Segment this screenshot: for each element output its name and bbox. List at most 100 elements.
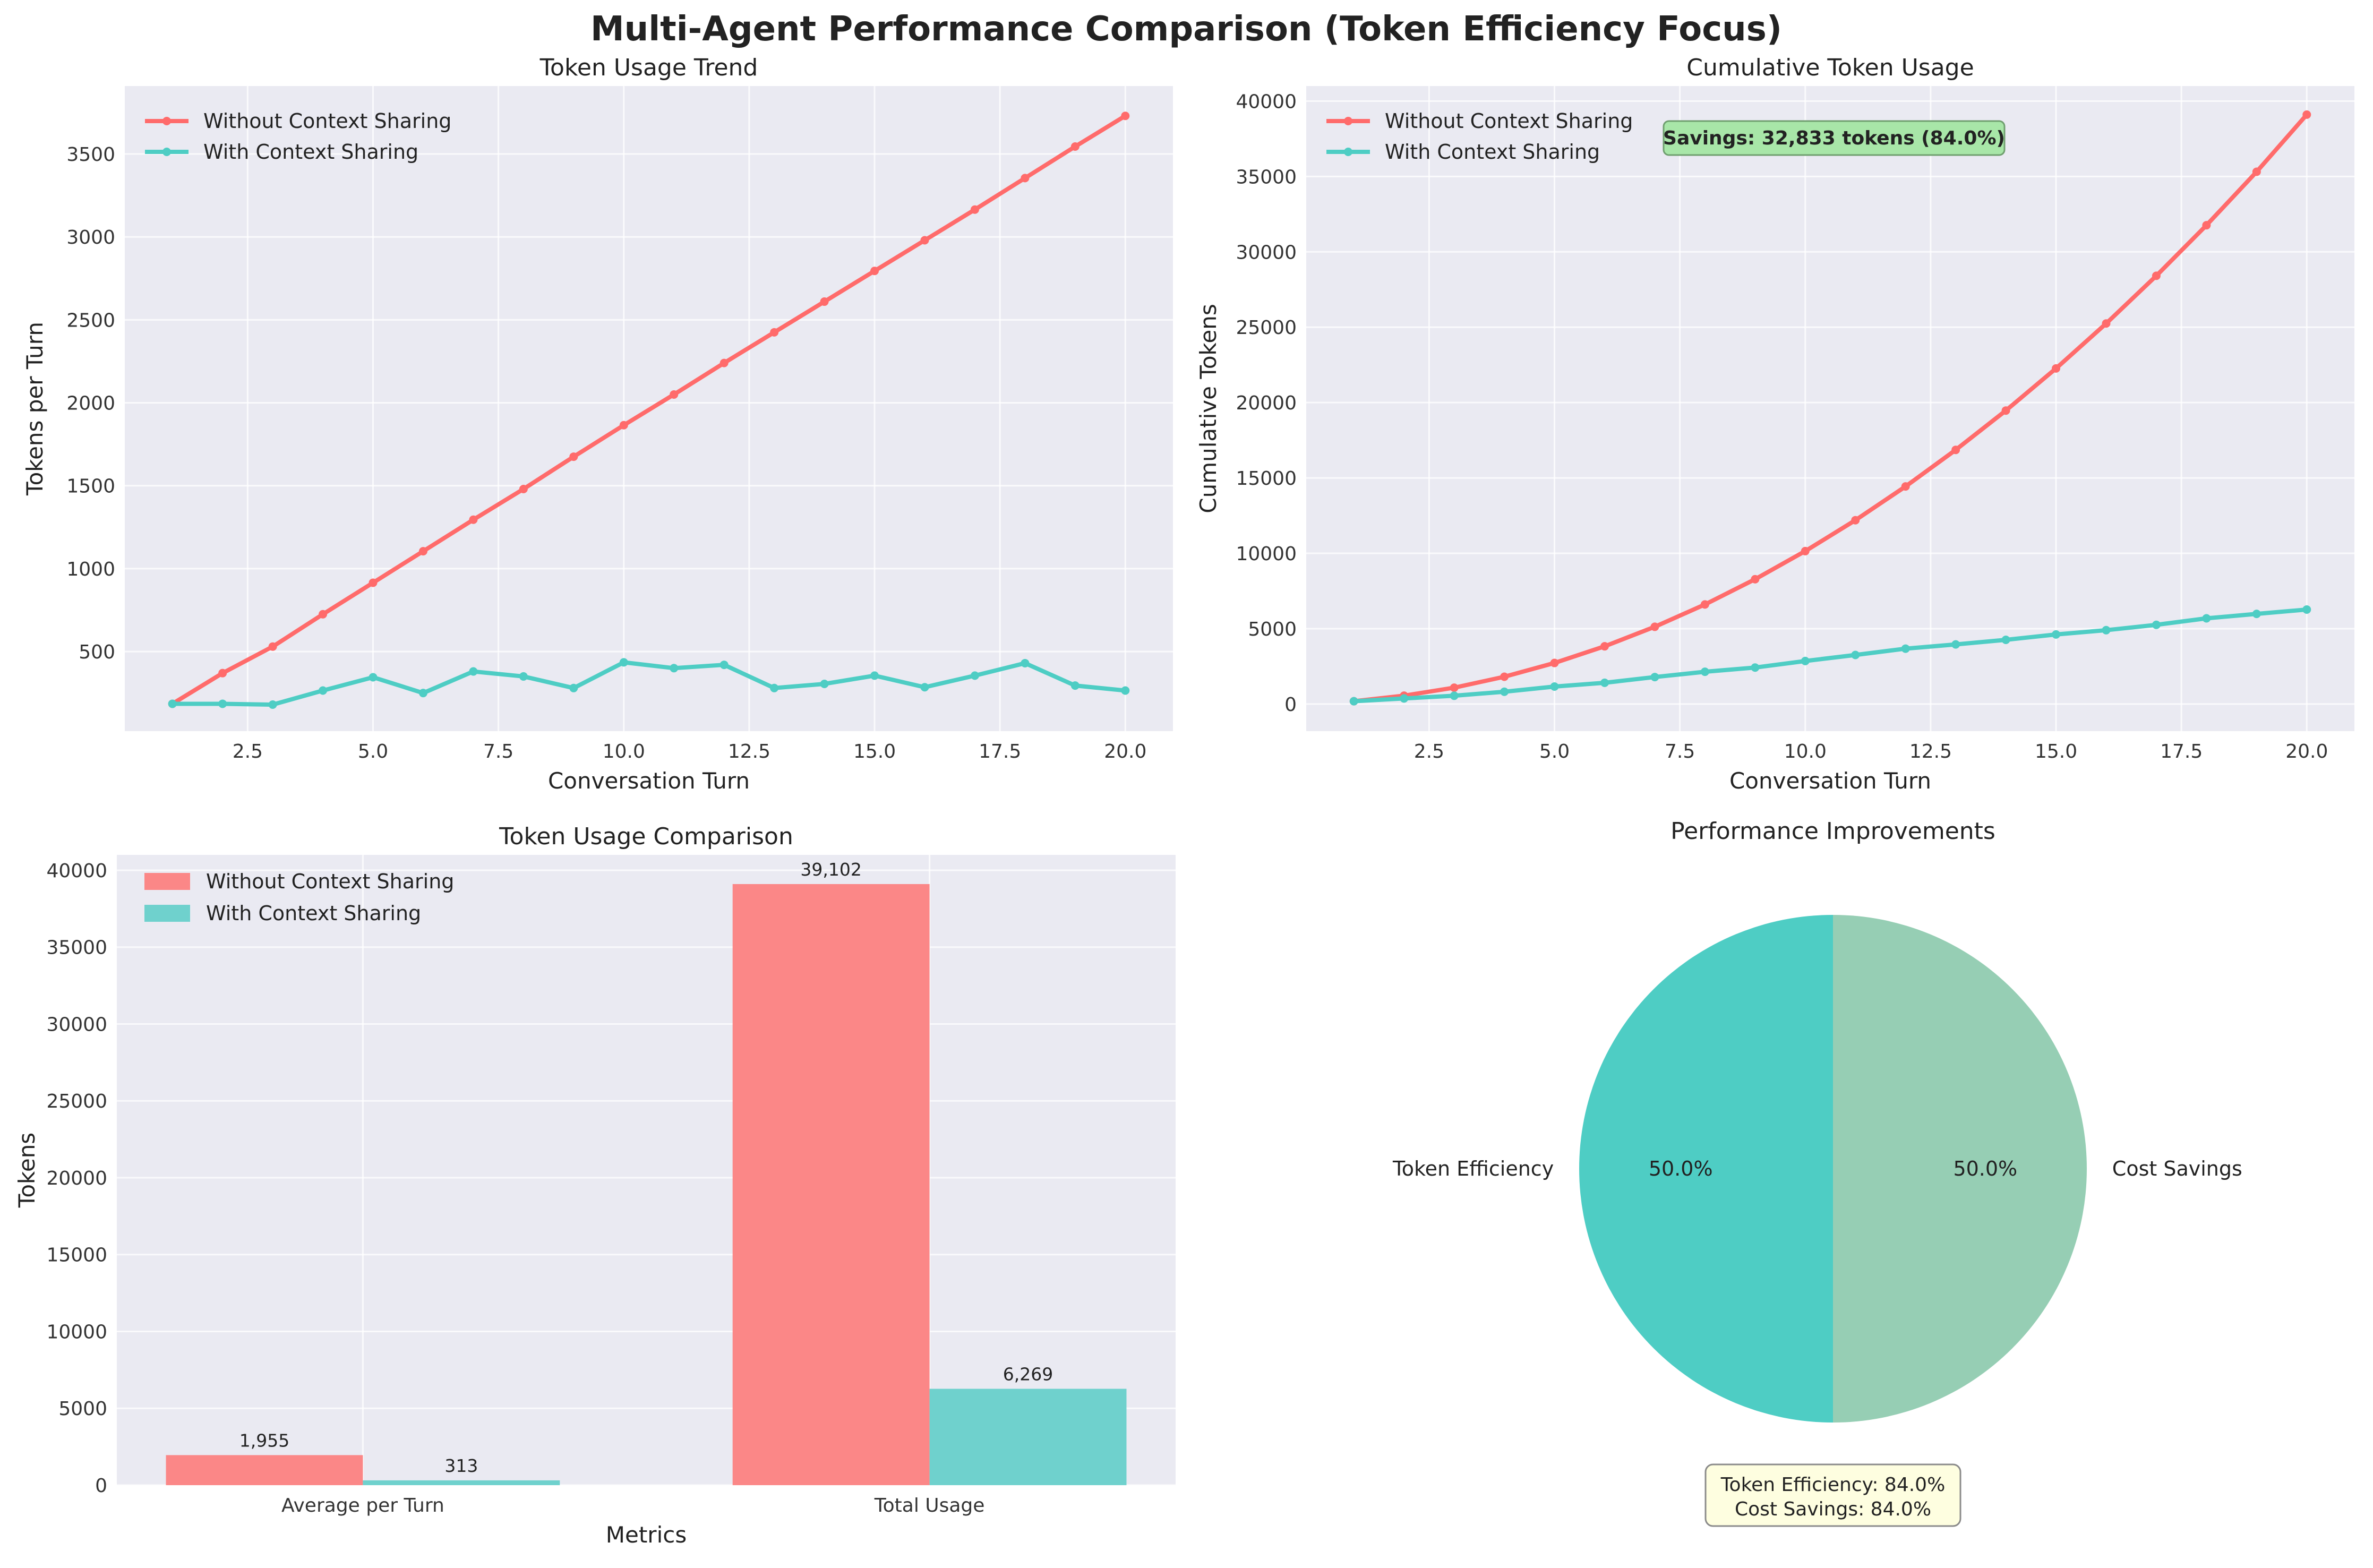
data-point — [870, 671, 879, 680]
series-without-context-sharing — [168, 112, 1130, 708]
data-point — [1650, 673, 1659, 682]
token-usage-comparison-chart: 1,955 39,102 313 6,269 Average per Turn Total… — [14, 823, 1176, 1548]
data-point — [770, 683, 779, 692]
y-tick-label: 15000 — [1236, 468, 1297, 490]
y-tick-label: 5000 — [1248, 619, 1297, 640]
series-line — [172, 660, 1126, 707]
pie-percent-label: 50.0% — [1953, 1157, 2017, 1180]
bar-value-label: 1,955 — [239, 1430, 289, 1451]
data-point — [1021, 174, 1030, 183]
data-point — [770, 328, 779, 337]
x-tick-label: 2.5 — [1414, 741, 1444, 762]
plot-background — [117, 855, 1176, 1485]
y-tick-label: 5000 — [58, 1398, 107, 1420]
cumulative-token-usage-chart: 2.5 5.0 7.5 10.0 12.5 15.0 17.5 20.0 0 5000 10000 1… — [1195, 54, 2354, 794]
pie-slice-label: Token Efficiency — [1392, 1157, 1554, 1180]
data-point — [670, 390, 679, 399]
data-point — [1951, 445, 1960, 455]
data-point — [1400, 694, 1409, 703]
bars-with-context-sharing: 313 6,269 — [363, 1364, 1127, 1485]
y-tick-label: 10000 — [1236, 543, 1297, 565]
pie-slice-token-efficiency — [1579, 915, 1833, 1423]
legend: Without Context Sharing With Context Shar… — [144, 870, 454, 925]
grid-lines — [125, 86, 1173, 731]
x-axis-label: Conversation Turn — [1729, 768, 1931, 794]
x-tick-label: 20.0 — [1104, 741, 1146, 762]
x-tick-label: Total Usage — [874, 1495, 985, 1516]
y-tick-label: 20000 — [46, 1168, 107, 1189]
y-tick-label: 20000 — [1236, 392, 1297, 414]
annotation-text: Savings: 32,833 tokens (84.0%) — [1663, 127, 2005, 149]
x-tick-label: 15.0 — [2035, 741, 2077, 762]
legend-swatch — [144, 873, 190, 890]
data-point — [1700, 667, 1709, 676]
y-tick-label: 35000 — [46, 937, 107, 959]
series-with-context-sharing — [1349, 605, 2311, 706]
data-point — [268, 642, 277, 651]
data-point — [1901, 644, 1910, 653]
series-line — [171, 114, 1127, 706]
data-point — [820, 679, 829, 688]
legend-label: With Context Sharing — [1385, 140, 1600, 164]
data-point — [268, 700, 277, 709]
legend-marker — [1344, 117, 1352, 125]
data-point — [1450, 683, 1459, 692]
data-point — [1121, 686, 1130, 695]
data-point — [1600, 642, 1609, 651]
x-tick-label: 5.0 — [358, 741, 388, 762]
data-point — [2302, 110, 2311, 119]
data-point — [1851, 650, 1860, 659]
y-tick-label: 500 — [79, 641, 115, 663]
legend-label: Without Context Sharing — [1385, 109, 1633, 133]
series-line — [1353, 113, 2309, 704]
data-point — [218, 669, 227, 678]
data-point — [1751, 575, 1760, 584]
data-point — [1500, 672, 1509, 681]
data-point — [369, 673, 378, 682]
data-point — [920, 683, 929, 692]
data-point — [1901, 482, 1910, 491]
data-point — [2102, 319, 2111, 328]
data-point — [619, 658, 628, 667]
y-axis-label: Cumulative Tokens — [1195, 304, 1221, 513]
chart-title: Token Usage Comparison — [499, 823, 793, 850]
bar-value-label: 6,269 — [1003, 1364, 1053, 1385]
data-point — [820, 297, 829, 306]
data-point — [1450, 691, 1459, 700]
data-point — [2052, 364, 2061, 373]
data-point — [319, 610, 328, 619]
data-point — [2001, 635, 2010, 644]
data-point — [418, 689, 427, 698]
bar — [363, 1480, 560, 1485]
x-tick-label: 12.5 — [1909, 741, 1952, 762]
data-point — [2102, 626, 2111, 635]
data-point — [2202, 614, 2211, 623]
y-tick-label: 10000 — [46, 1321, 107, 1343]
data-point — [1070, 681, 1080, 690]
data-point — [168, 699, 177, 708]
pie-slice-cost-savings — [1833, 915, 2087, 1423]
data-point — [1951, 640, 1960, 649]
legend-marker — [162, 148, 171, 156]
x-tick-label: Average per Turn — [281, 1495, 444, 1516]
data-point — [1550, 682, 1559, 691]
data-point — [970, 671, 979, 680]
performance-improvements-chart: Performance Improvements 50.0% Token Effic… — [1392, 818, 2242, 1527]
data-point — [1600, 678, 1609, 687]
figure-title: Multi-Agent Performance Comparison (Toke… — [590, 10, 1782, 49]
data-point — [2252, 610, 2261, 619]
y-tick-label: 3500 — [66, 144, 115, 166]
savings-annotation: Savings: 32,833 tokens (84.0%) — [1663, 120, 2006, 156]
annotation-box — [1663, 120, 2006, 156]
y-tick-label: 3000 — [66, 227, 115, 249]
legend-label: Without Context Sharing — [203, 109, 451, 133]
y-tick-label: 30000 — [1236, 242, 1297, 263]
metrics-box: Token Efficiency: 84.0%Cost Savings: 84.… — [1704, 1463, 1961, 1527]
bars-without-context-sharing: 1,955 39,102 — [166, 859, 930, 1485]
y-tick-label: 15000 — [46, 1245, 107, 1266]
x-tick-label: 12.5 — [728, 741, 770, 762]
x-axis-label: Metrics — [606, 1522, 687, 1548]
data-point — [1700, 600, 1709, 609]
data-point — [1121, 112, 1130, 121]
